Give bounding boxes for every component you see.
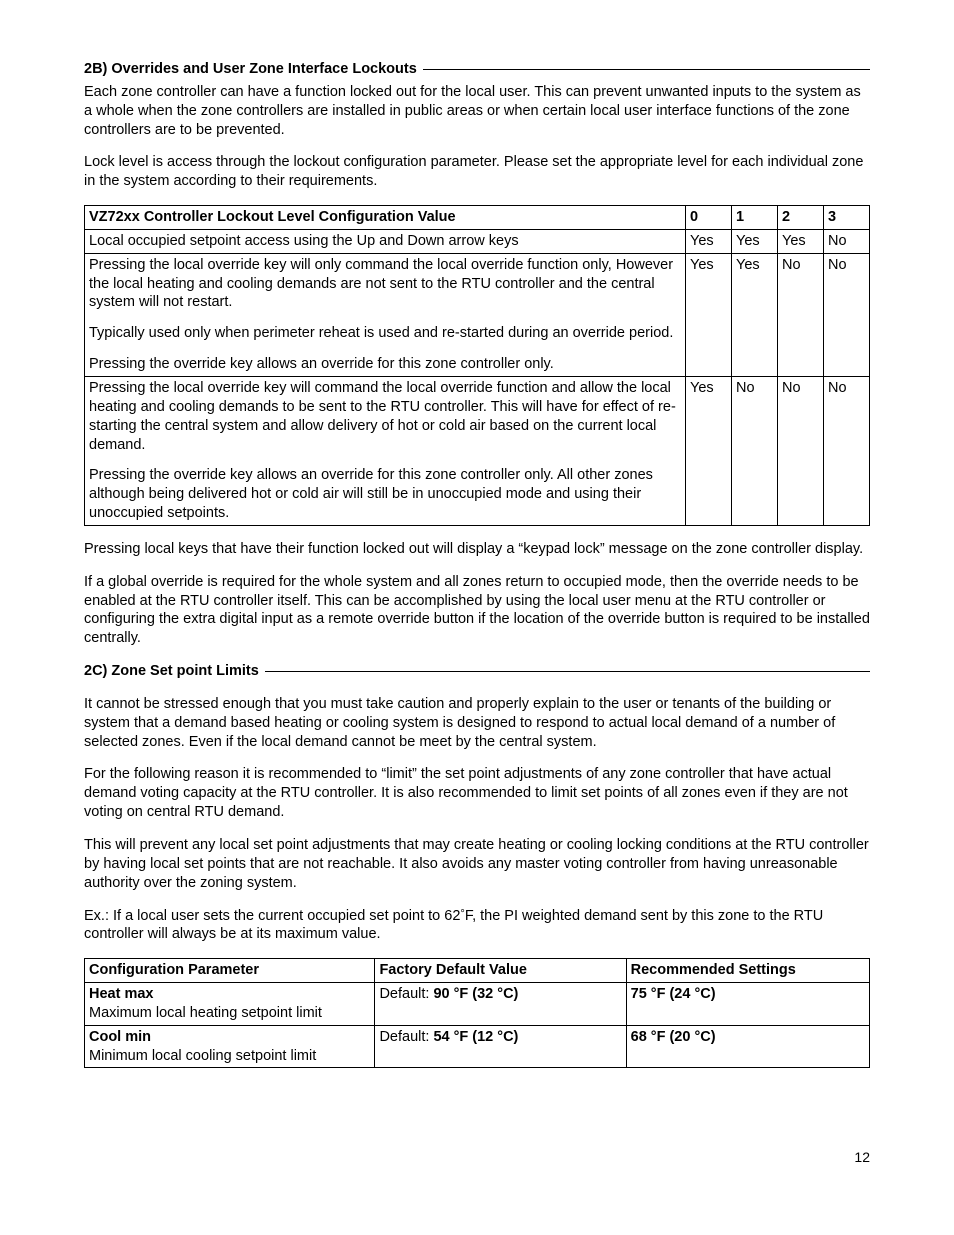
- table-row: Local occupied setpoint access using the…: [85, 229, 870, 253]
- cell-v0: Yes: [686, 376, 732, 525]
- th-1: 1: [732, 206, 778, 230]
- heading-rule: [423, 69, 870, 70]
- heading-2c-text: 2C) Zone Set point Limits: [84, 662, 259, 681]
- cell-desc: Pressing the local override key will com…: [85, 376, 686, 525]
- cell-v1: No: [732, 376, 778, 525]
- cell-desc-c: Pressing the override key allows an over…: [89, 356, 554, 372]
- cell-desc: Local occupied setpoint access using the…: [85, 229, 686, 253]
- cell-default: Default: 54 °F (12 °C): [375, 1025, 626, 1068]
- table-row: VZ72xx Controller Lockout Level Configur…: [85, 206, 870, 230]
- setpoint-table: Configuration Parameter Factory Default …: [84, 958, 870, 1068]
- page-number: 12: [84, 1148, 870, 1166]
- para-mid-1: Pressing local keys that have their func…: [84, 540, 870, 559]
- heading-2b-text: 2B) Overrides and User Zone Interface Lo…: [84, 60, 417, 79]
- th-0: 0: [686, 206, 732, 230]
- cell-v1: Yes: [732, 253, 778, 376]
- param-name: Cool min: [89, 1029, 151, 1045]
- cell-rec: 75 °F (24 °C): [626, 983, 869, 1026]
- default-val: 54 °F (12 °C): [433, 1029, 518, 1045]
- cell-v3: No: [824, 253, 870, 376]
- rec-val: 68 °F (20 °C): [631, 1029, 716, 1045]
- table-row: Cool min Minimum local cooling setpoint …: [85, 1025, 870, 1068]
- cell-v2: No: [778, 253, 824, 376]
- table-row: Pressing the local override key will com…: [85, 376, 870, 525]
- table-row: Pressing the local override key will onl…: [85, 253, 870, 376]
- cell-param: Cool min Minimum local cooling setpoint …: [85, 1025, 375, 1068]
- th-default: Factory Default Value: [375, 959, 626, 983]
- cell-param: Heat max Maximum local heating setpoint …: [85, 983, 375, 1026]
- cell-v3: No: [824, 229, 870, 253]
- th-param: Configuration Parameter: [85, 959, 375, 983]
- cell-v0: Yes: [686, 229, 732, 253]
- table-row: Configuration Parameter Factory Default …: [85, 959, 870, 983]
- cell-default: Default: 90 °F (32 °C): [375, 983, 626, 1026]
- th-rec: Recommended Settings: [626, 959, 869, 983]
- heading-2b: 2B) Overrides and User Zone Interface Lo…: [84, 60, 870, 79]
- cell-desc-b: Typically used only when perimeter rehea…: [89, 325, 673, 341]
- default-pre: Default:: [379, 1029, 433, 1045]
- cell-v3: No: [824, 376, 870, 525]
- cell-v2: No: [778, 376, 824, 525]
- th-3: 3: [824, 206, 870, 230]
- cell-v1: Yes: [732, 229, 778, 253]
- para-2b-2: Lock level is access through the lockout…: [84, 153, 870, 191]
- para-2c-4a: Ex.: If a local user sets the current oc…: [84, 908, 460, 924]
- cell-desc-a: Pressing the local override key will onl…: [89, 257, 673, 311]
- param-name: Heat max: [89, 986, 153, 1002]
- para-mid-2: If a global override is required for the…: [84, 573, 870, 648]
- para-2c-1: It cannot be stressed enough that you mu…: [84, 695, 870, 752]
- lockout-table: VZ72xx Controller Lockout Level Configur…: [84, 205, 870, 526]
- cell-desc-b: Pressing the override key allows an over…: [89, 467, 653, 521]
- para-2c-3: This will prevent any local set point ad…: [84, 836, 870, 893]
- rec-val: 75 °F (24 °C): [631, 986, 716, 1002]
- default-val: 90 °F (32 °C): [433, 986, 518, 1002]
- cell-v2: Yes: [778, 229, 824, 253]
- cell-rec: 68 °F (20 °C): [626, 1025, 869, 1068]
- para-2c-2: For the following reason it is recommend…: [84, 765, 870, 822]
- para-2b-1: Each zone controller can have a function…: [84, 83, 870, 140]
- cell-desc: Pressing the local override key will onl…: [85, 253, 686, 376]
- param-sub: Maximum local heating setpoint limit: [89, 1005, 322, 1021]
- param-sub: Minimum local cooling setpoint limit: [89, 1048, 316, 1064]
- heading-2c: 2C) Zone Set point Limits: [84, 662, 870, 681]
- cell-desc-a: Pressing the local override key will com…: [89, 380, 676, 453]
- default-pre: Default:: [379, 986, 433, 1002]
- cell-v0: Yes: [686, 253, 732, 376]
- table-row: Heat max Maximum local heating setpoint …: [85, 983, 870, 1026]
- heading-rule: [265, 671, 870, 672]
- para-2c-4: Ex.: If a local user sets the current oc…: [84, 907, 870, 945]
- th-desc: VZ72xx Controller Lockout Level Configur…: [85, 206, 686, 230]
- th-2: 2: [778, 206, 824, 230]
